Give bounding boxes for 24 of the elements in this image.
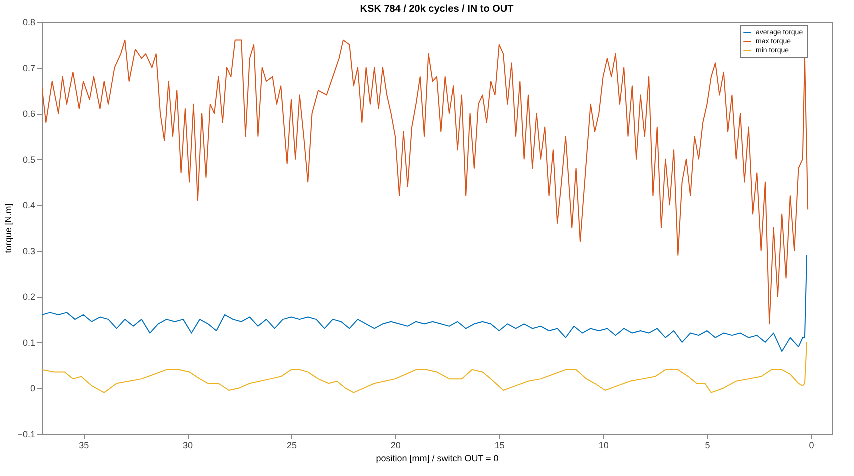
y-tick-label: 0	[30, 384, 36, 394]
x-tick-label: 5	[705, 440, 710, 450]
y-tick-label: −0.1	[18, 430, 36, 440]
chart-title: KSK 784 / 20k cycles / IN to OUT	[360, 4, 514, 15]
x-tick-label: 20	[390, 440, 401, 450]
y-tick-label: 0.1	[22, 338, 36, 348]
x-tick-label: 10	[598, 440, 609, 450]
line-series	[42, 40, 809, 325]
line-series	[42, 342, 808, 394]
y-tick-label: 0.3	[22, 246, 36, 256]
y-tick-label: 0.2	[22, 292, 36, 302]
y-tick-label: 0.8	[22, 18, 36, 28]
y-tick-label: 0.7	[22, 63, 36, 74]
y-axis-title: torque [N.m]	[4, 204, 14, 254]
x-axis-title: position [mm] / switch OUT = 0	[376, 454, 499, 464]
y-tick-label: 0.4	[22, 200, 36, 211]
x-tick-label: 15	[494, 440, 505, 450]
x-tick-label: 25	[286, 440, 297, 450]
x-tick-label: 30	[183, 440, 194, 450]
x-tick-label: 0	[809, 440, 814, 450]
y-tick-label: 0.5	[22, 154, 36, 165]
line-series	[42, 254, 808, 352]
y-tick-label: 0.6	[22, 109, 36, 120]
x-tick-label: 35	[79, 440, 90, 450]
